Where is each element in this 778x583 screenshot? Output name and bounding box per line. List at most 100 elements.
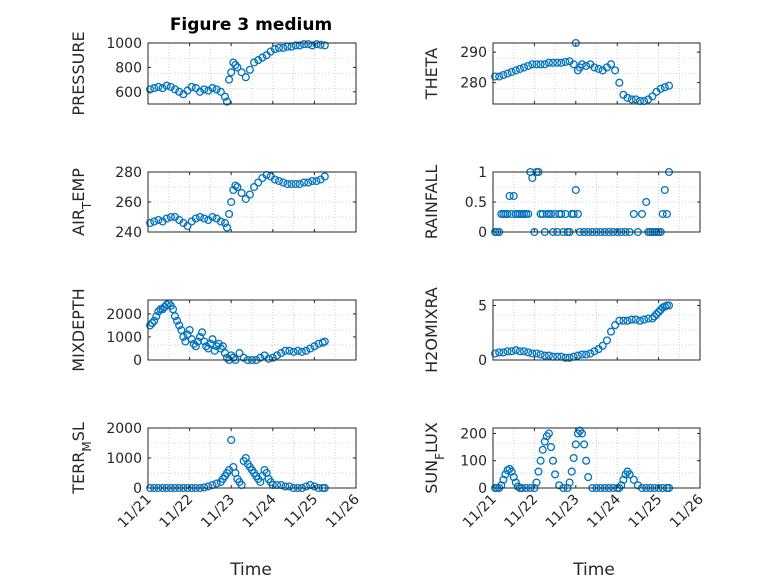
data-point — [154, 82, 163, 91]
data-point — [590, 347, 599, 356]
x-tick-label: 11/22 — [157, 492, 197, 532]
y-axis-label: RAINFALL — [422, 165, 441, 240]
data-point — [241, 194, 250, 204]
subplot-8: 0 100 200 11/21 11/22 11/23 11/24 11/25 11/26 SUN… — [422, 422, 707, 531]
data-point — [308, 176, 317, 186]
data-point — [250, 58, 259, 67]
data-point — [250, 182, 259, 192]
data-point — [515, 64, 524, 73]
data-point — [611, 66, 620, 75]
data-point — [491, 72, 500, 81]
data-point — [553, 58, 562, 67]
data-point — [168, 305, 178, 314]
data-point — [536, 60, 545, 69]
data-point — [513, 482, 522, 491]
data-point — [191, 342, 200, 351]
data-point — [146, 85, 155, 94]
data-point — [590, 63, 599, 72]
data-point — [540, 60, 549, 69]
data-point — [270, 175, 279, 184]
axes-box — [147, 42, 357, 105]
x-tick-label: 11/23 — [198, 492, 238, 532]
data-point — [503, 69, 512, 78]
y-axis-label: SUNFLUX — [422, 422, 447, 494]
data-point — [528, 349, 537, 358]
data-point — [233, 182, 242, 192]
data-point — [227, 68, 236, 77]
data-point — [154, 215, 163, 225]
data-point — [627, 95, 636, 104]
x-tick-label: 11/23 — [543, 492, 583, 532]
data-point — [619, 475, 628, 484]
data-point — [615, 316, 624, 325]
y-tick-label: 0 — [133, 353, 142, 369]
data-point — [320, 41, 329, 50]
data-point — [191, 214, 200, 223]
data-point — [557, 58, 566, 67]
data-point — [561, 57, 570, 66]
data-point — [548, 456, 558, 465]
data-point — [295, 179, 304, 189]
y-tick-label: 5 — [478, 298, 487, 314]
data-point — [507, 347, 516, 356]
data-point — [656, 84, 665, 93]
x-tick-label: 11/24 — [584, 491, 624, 531]
data-point — [237, 188, 246, 198]
x-tick-label: 11/22 — [501, 492, 541, 532]
subplot-3: 240 260 280 AIRTEMP — [69, 165, 357, 241]
y-tick-label: 1000 — [106, 36, 142, 52]
data-point — [561, 353, 570, 362]
data-point — [503, 209, 512, 219]
data-point — [170, 85, 180, 94]
data-point — [208, 212, 217, 222]
data-point — [258, 53, 267, 62]
data-point — [495, 348, 504, 357]
data-point — [320, 337, 329, 346]
data-point — [212, 85, 221, 94]
y-tick-label: 280 — [460, 76, 487, 92]
axes-box — [492, 42, 701, 105]
y-tick-label: 290 — [460, 45, 487, 61]
data-point — [170, 312, 180, 321]
data-point — [198, 328, 207, 337]
y-tick-label: 1000 — [106, 451, 142, 467]
data-point — [546, 443, 556, 452]
data-point — [146, 321, 155, 330]
data-point — [582, 350, 591, 359]
data-point — [534, 467, 543, 476]
data-point — [584, 473, 593, 482]
subplot-1: 600 800 1000 PRESSURE — [69, 31, 357, 116]
subplot-2: 280 290 THETA — [422, 38, 701, 106]
data-point — [231, 60, 240, 70]
data-point — [511, 478, 520, 487]
y-tick-label: 800 — [115, 60, 142, 76]
data-point — [573, 209, 582, 219]
y-tick-label: 0 — [478, 353, 487, 369]
data-point — [297, 347, 306, 356]
data-point — [631, 315, 640, 324]
data-point — [195, 87, 205, 96]
data-point — [279, 43, 288, 52]
data-point — [204, 86, 213, 95]
data-point — [606, 60, 616, 69]
data-point — [524, 348, 533, 357]
data-point — [225, 75, 234, 84]
data-point — [548, 58, 558, 67]
y-axis-label: TERRMSL — [69, 422, 94, 495]
data-point — [195, 332, 205, 341]
data-point — [239, 353, 248, 362]
data-point — [225, 209, 234, 219]
y-axis-label: THETA — [422, 48, 441, 100]
data-point — [208, 84, 217, 93]
data-point — [540, 351, 549, 360]
data-point — [619, 316, 628, 325]
data-point — [615, 78, 624, 87]
data-point — [285, 482, 294, 491]
data-point — [503, 347, 512, 356]
data-point — [304, 178, 313, 187]
data-point — [499, 348, 508, 357]
data-point — [162, 214, 171, 223]
data-point — [310, 482, 319, 491]
data-point — [272, 351, 282, 360]
